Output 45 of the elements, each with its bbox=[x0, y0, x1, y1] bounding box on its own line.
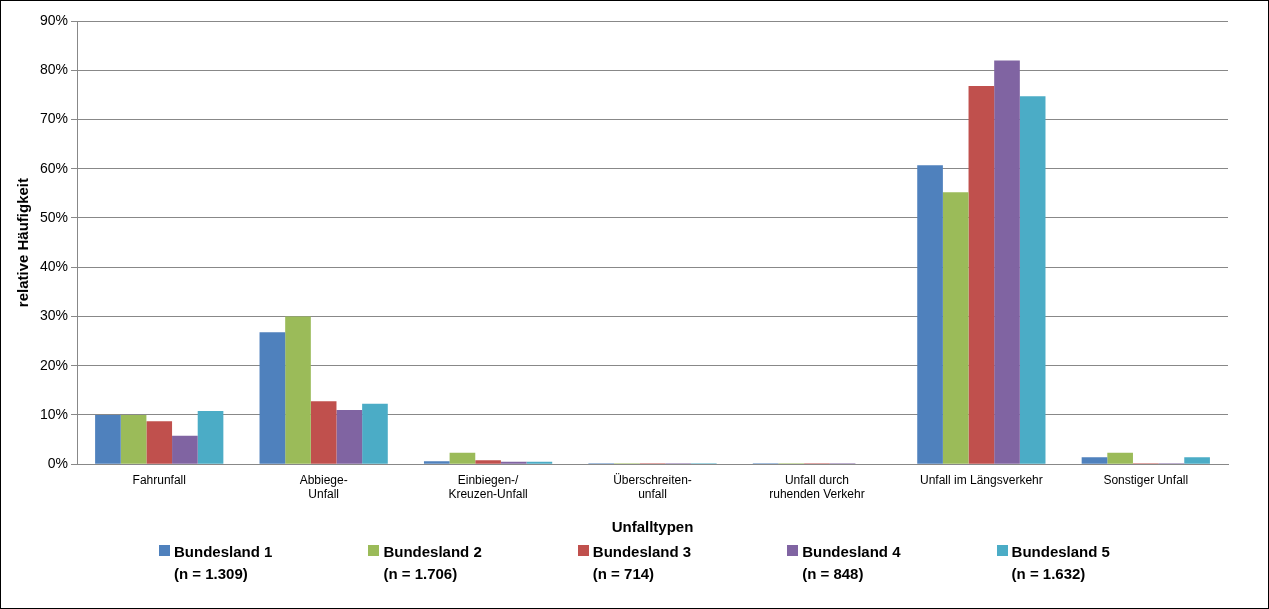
bar bbox=[120, 414, 147, 464]
bar bbox=[475, 460, 501, 464]
y-tick-label: 80% bbox=[39, 61, 69, 78]
y-tick-label: 30% bbox=[39, 307, 69, 324]
y-tick-label: 90% bbox=[39, 11, 69, 28]
y-tick-label: 20% bbox=[39, 356, 69, 373]
legend-label: Bundesland 3 (n = 714) bbox=[592, 542, 692, 584]
bar bbox=[917, 165, 943, 464]
legend-label: Bundesland 5 (n = 1.632) bbox=[1011, 542, 1110, 584]
x-tick-label: Unfall im Längsverkehr bbox=[920, 472, 1043, 487]
x-tick-label: Einbiegen-/ Kreuzen-Unfall bbox=[448, 472, 528, 502]
legend-label: Bundesland 4 (n = 848) bbox=[802, 542, 901, 584]
x-tick-label: Unfall durch ruhenden Verkehr bbox=[769, 472, 865, 502]
bar bbox=[1107, 452, 1133, 464]
bar bbox=[285, 316, 311, 464]
x-axis-title: Unfalltypen bbox=[611, 518, 694, 536]
y-tick-label: 10% bbox=[39, 405, 69, 422]
y-tick-label: 60% bbox=[39, 159, 69, 176]
x-tick-label: Fahrunfall bbox=[132, 472, 186, 487]
bar bbox=[423, 461, 450, 464]
legend-label: Bundesland 1 (n = 1.309) bbox=[174, 542, 273, 584]
bar bbox=[449, 452, 476, 464]
bar bbox=[259, 332, 286, 464]
y-tick-label: 40% bbox=[39, 258, 69, 275]
bar bbox=[362, 403, 388, 464]
bar bbox=[172, 435, 198, 464]
x-tick-label: Sonstiger Unfall bbox=[1103, 472, 1189, 487]
legend-label: Bundesland 2 (n = 1.706) bbox=[383, 542, 482, 584]
bar bbox=[1081, 457, 1108, 464]
bar bbox=[197, 411, 224, 464]
bar bbox=[1019, 96, 1046, 464]
bar bbox=[1184, 457, 1210, 464]
bar bbox=[336, 410, 363, 464]
bar bbox=[95, 414, 121, 464]
bar bbox=[942, 192, 969, 464]
y-tick-label: 0% bbox=[47, 455, 69, 472]
bar bbox=[310, 401, 337, 464]
bar bbox=[968, 86, 995, 464]
y-axis-title: relative Häufigkeit bbox=[14, 177, 32, 308]
x-tick-label: Überschreiten- unfall bbox=[613, 472, 692, 502]
bar bbox=[994, 60, 1020, 464]
bar bbox=[146, 421, 173, 464]
y-tick-label: 50% bbox=[39, 208, 69, 225]
y-tick-label: 70% bbox=[39, 110, 69, 127]
x-tick-label: Abbiege- Unfall bbox=[299, 472, 348, 502]
